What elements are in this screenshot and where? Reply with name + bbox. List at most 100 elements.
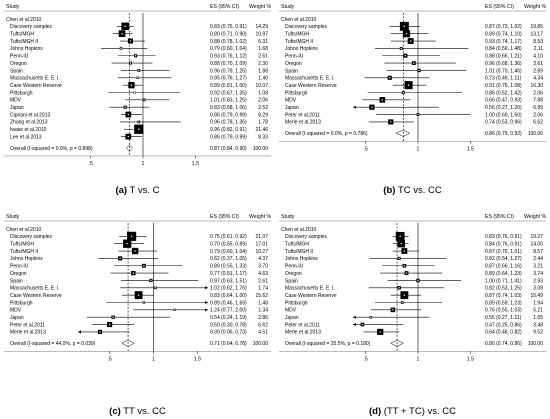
effect-point [121, 33, 123, 35]
ci-text: 0.87 (0.74, 1.03) [485, 293, 522, 299]
weight-text: 21.07 [255, 234, 268, 240]
weight-text: 6.62 [258, 322, 268, 328]
study-label: MDV [285, 98, 297, 104]
study-label: Massachusetts E. E. I. [285, 76, 335, 82]
weight-text: 1.74 [258, 286, 268, 292]
ci-text: 0.96 (0.79, 1.25) [210, 68, 247, 74]
study-label: Tufts/MGH [285, 242, 309, 248]
effect-point [403, 25, 406, 28]
effect-point [399, 235, 401, 238]
study-label: Japan [285, 105, 299, 111]
ci-text: 0.76 (0.55, 1.03) [485, 308, 522, 314]
caption-text: T vs. C [127, 185, 160, 196]
effect-point [390, 121, 392, 123]
effect-point [127, 135, 130, 138]
ci-text: 0.87 (0.76, 1.01) [485, 249, 522, 255]
weight-text: 3.21 [533, 264, 543, 270]
panel-caption: (a) T vs. C [115, 185, 159, 196]
weight-text: 3.08 [533, 286, 543, 292]
ci-text: 0.79 (0.60, 1.04) [210, 249, 247, 255]
ci-arrow [353, 323, 356, 327]
effect-point [407, 84, 410, 86]
weight-text: 19.85 [530, 24, 543, 30]
effect-point [409, 40, 412, 42]
study-label: Discovery samples [10, 234, 52, 240]
ci-text: 0.84 (0.59, 1.48) [485, 46, 522, 52]
study-label: Merle et al.2013 [285, 120, 321, 126]
study-label: Case Western Reserve [10, 293, 62, 299]
weight-text: 3.61 [533, 61, 543, 67]
overall-label: Overall (I-squared = 25.5%, p = 0.180) [285, 341, 371, 347]
weight-text: 3.74 [533, 271, 543, 277]
effect-point [120, 47, 122, 50]
ci-text: 0.97 (0.63, 1.51) [210, 278, 247, 284]
study-label: Oregon [10, 61, 27, 67]
weight-text: 2.89 [533, 68, 543, 74]
ci-text: 0.82 (0.54, 1.27) [485, 256, 522, 262]
effect-point [127, 113, 130, 116]
ci-text: 0.86 (0.79, 0.99) [210, 134, 247, 140]
weight-text: 10.97 [255, 32, 268, 38]
study-label: Tufts/MGH [10, 242, 34, 248]
study-label: Peter et al.2011 [285, 322, 320, 328]
effect-point [392, 309, 394, 311]
effect-point [403, 294, 406, 296]
ci-text: 0.86 (0.52, 1.42) [485, 90, 522, 96]
study-label: Spain [10, 278, 23, 284]
study-label: Pittsburgh [285, 90, 308, 96]
weight-header: Weight % [249, 214, 271, 220]
study-label: Tufts/MGH II [10, 249, 38, 255]
group-label: Chen et al.2010 [281, 17, 317, 23]
effect-point [398, 257, 400, 260]
effect-point [398, 287, 400, 289]
study-label: Pittsburgh [285, 300, 308, 306]
weight-text: 8.33 [258, 134, 268, 140]
effect-point [108, 323, 111, 326]
effect-point [401, 301, 403, 304]
effect-point [403, 250, 406, 252]
weight-text: 19.27 [530, 234, 543, 240]
x-tick-label: 1 [152, 356, 155, 362]
ci-arrow [78, 330, 81, 334]
ci-text: 0.56 (0.27, 1.20) [485, 105, 522, 111]
study-label: Johns Hopkins [285, 46, 318, 52]
effect-point [388, 77, 391, 79]
study-label: Tufts/MGH [285, 32, 309, 38]
study-label: Iwase et al.2010 [10, 127, 47, 133]
ci-text: 0.93 (0.76, 1.12) [210, 54, 247, 60]
ci-text: 0.73 (0.49, 1.11) [485, 76, 522, 82]
ci-text: 0.82 (0.53, 1.25) [485, 286, 522, 292]
study-label: MDV [10, 98, 22, 104]
ci-text: 0.55 (0.27, 1.11) [485, 315, 522, 321]
study-label: Case Western Reserve [10, 83, 62, 89]
weight-text: 10.07 [255, 83, 268, 89]
study-label: Spain [10, 68, 23, 74]
ci-text: 0.88 (0.70, 1.09) [210, 61, 247, 67]
effect-point [417, 279, 419, 282]
weight-text: 1.68 [258, 46, 268, 52]
effect-point [112, 316, 114, 318]
study-label: Massachusetts E. E. I. [10, 286, 60, 292]
ci-text: 0.89 (0.81, 1.00) [210, 83, 247, 89]
panel-caption: (b) TC vs. CC [383, 185, 442, 196]
effect-point [405, 33, 408, 35]
ci-text: 0.93 (0.74, 1.17) [485, 39, 522, 45]
weight-text: 8.29 [258, 112, 268, 118]
group-label: Chen et al.2010 [281, 227, 317, 233]
weight-text: 2.44 [533, 256, 543, 262]
study-label: Lee et al.2013 [10, 134, 42, 140]
effect-point [143, 265, 145, 267]
effect-point [132, 272, 135, 274]
weight-text: 3.48 [533, 322, 543, 328]
weight-text: 2.30 [258, 61, 268, 67]
weight-text: 6.62 [533, 120, 543, 126]
effect-point [124, 106, 126, 108]
caption-letter: (d) [369, 406, 381, 417]
ci-text: 0.74 (0.53, 0.96) [485, 120, 522, 126]
weight-text: 14.00 [530, 242, 543, 248]
weight-text: 21.46 [255, 127, 268, 133]
ci-arrow [205, 301, 208, 304]
weight-text: 100.00 [528, 131, 544, 137]
x-tick-label: .5 [107, 356, 111, 362]
study-label: Discovery samples [285, 234, 327, 240]
